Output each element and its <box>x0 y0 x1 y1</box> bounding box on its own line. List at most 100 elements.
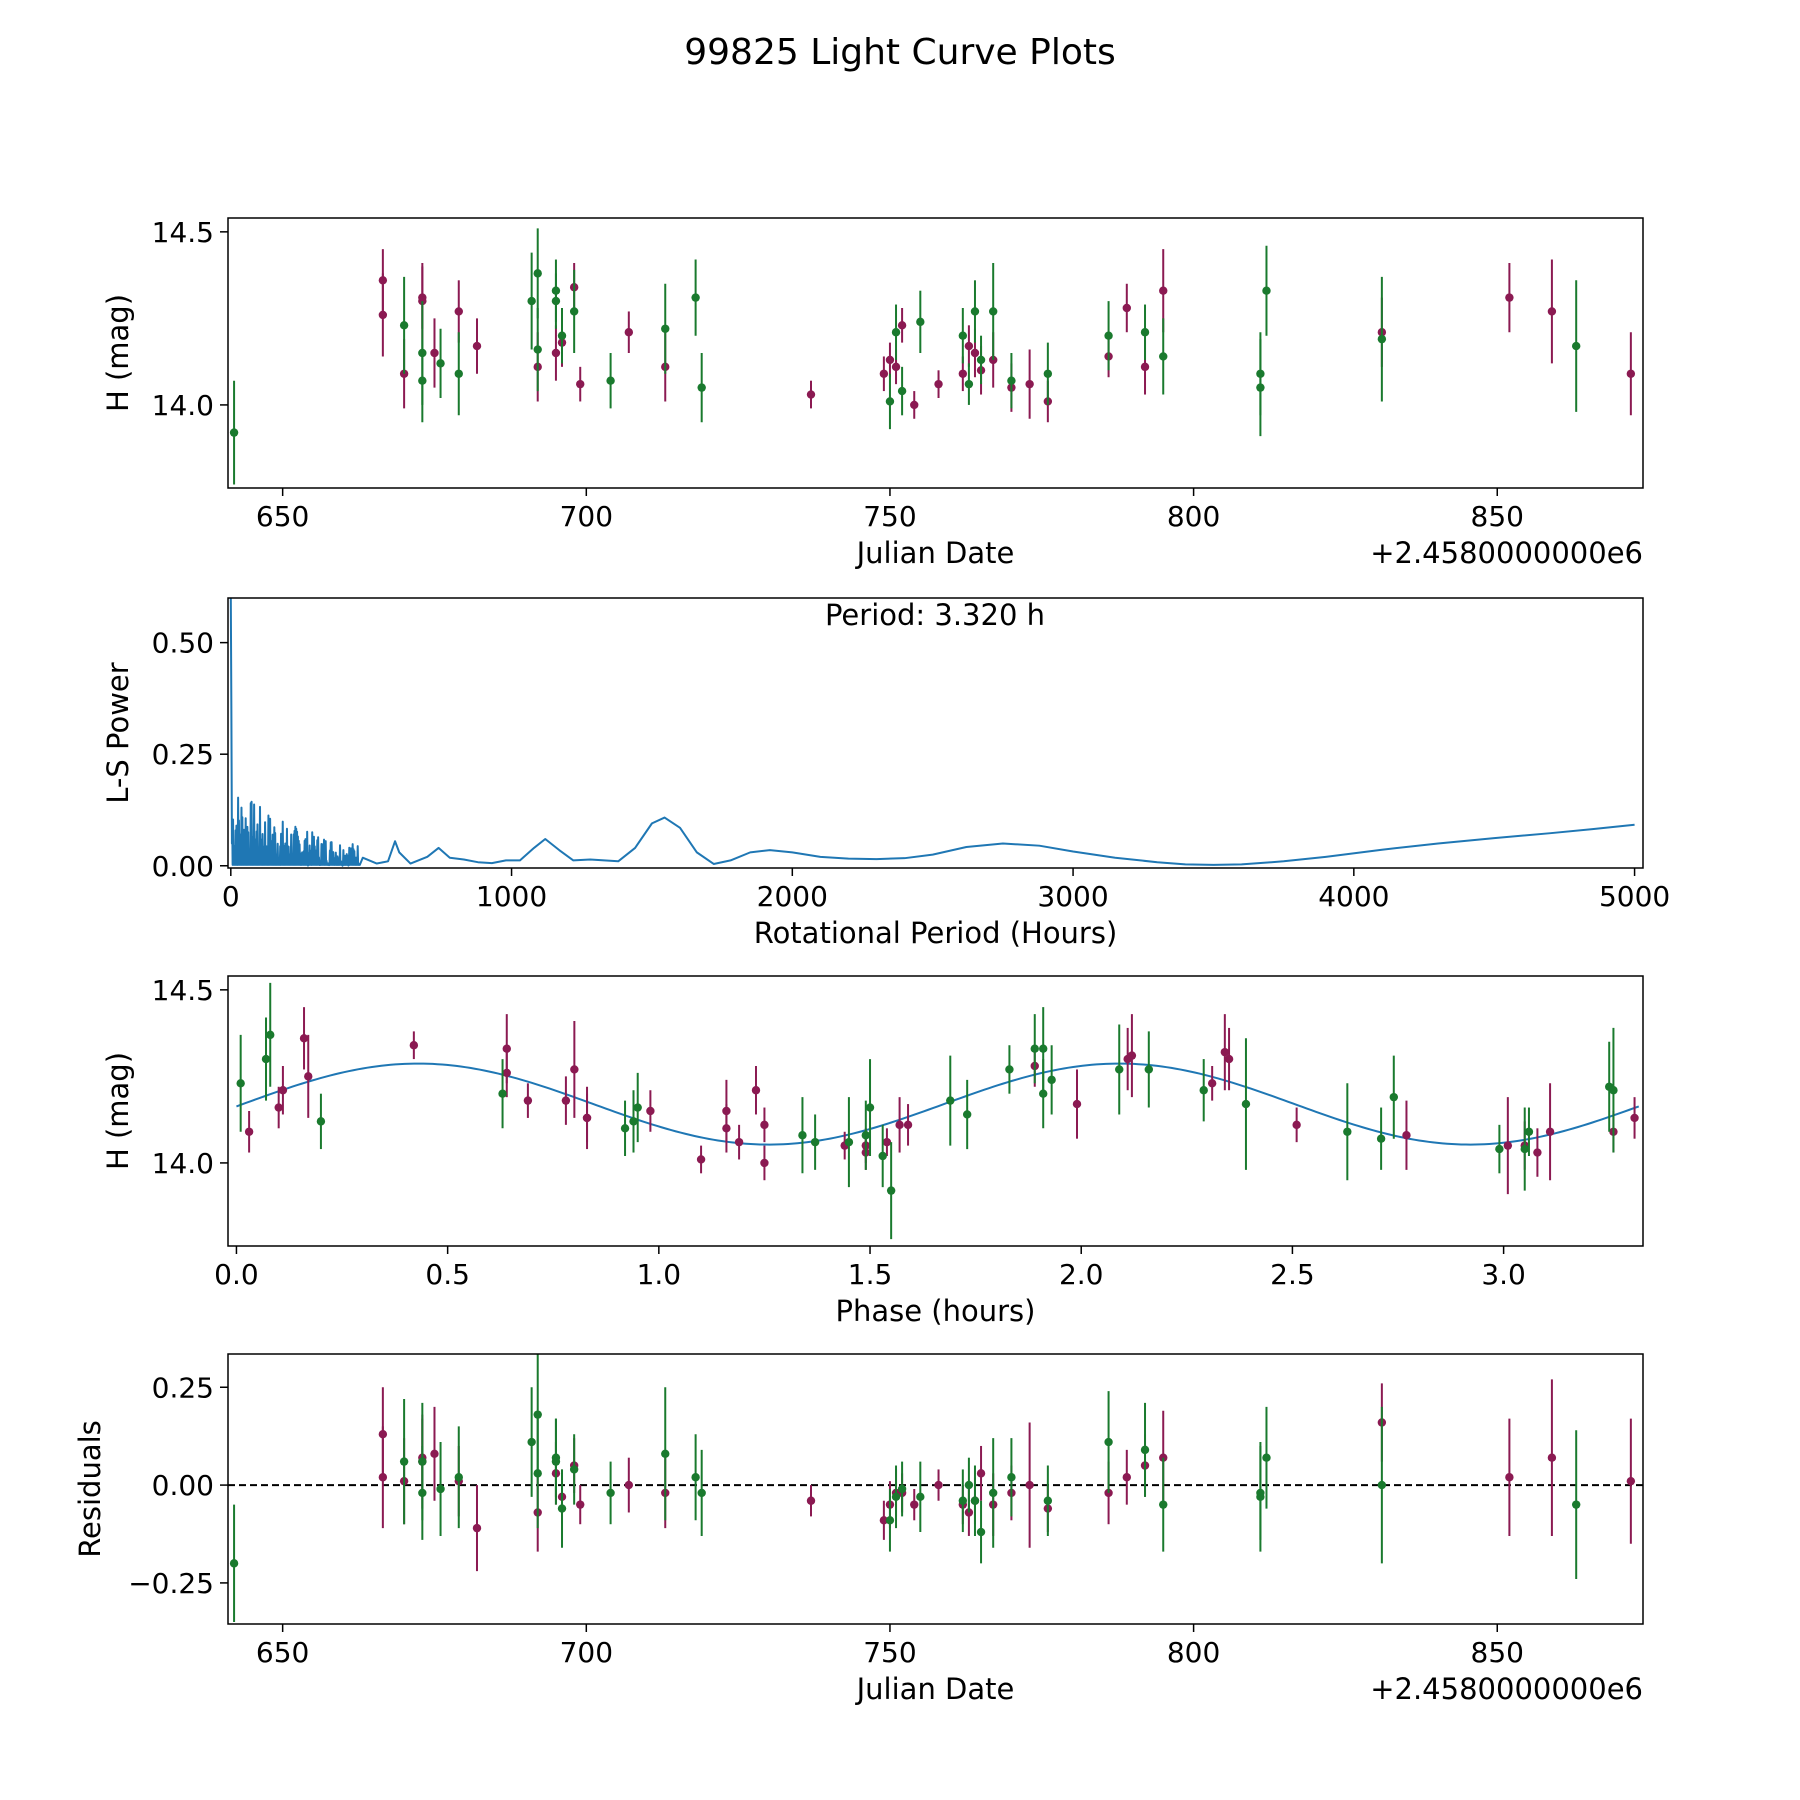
lightcurve-data-point <box>229 428 239 437</box>
phased-data-point <box>1630 1113 1639 1123</box>
phased-data-point <box>1495 1144 1504 1154</box>
lightcurve-data-point <box>891 362 901 372</box>
lightcurve-data-point <box>454 307 463 316</box>
lightcurve-data-point <box>1159 352 1168 361</box>
lightcurve-data-point <box>806 390 816 399</box>
residuals-data-point <box>1007 1473 1016 1482</box>
lightcurve-ylabel: H (mag) <box>101 294 135 412</box>
lightcurve-data-point <box>1140 328 1150 337</box>
lightcurve-plot-area <box>229 228 1636 485</box>
lightcurve-data-point <box>1377 334 1387 344</box>
lightcurve-data-point <box>436 359 445 368</box>
lightcurve-data-point <box>454 369 463 378</box>
residuals-data-point <box>1262 1453 1271 1462</box>
residuals-xtick-label: 800 <box>1167 1636 1220 1669</box>
residuals-data-point <box>533 1410 542 1419</box>
residuals-data-point <box>551 1457 561 1466</box>
lightcurve-data-point <box>533 345 542 354</box>
lightcurve-offset-text: +2.4580000000e6 <box>1370 536 1643 570</box>
lightcurve-data-point <box>1571 341 1581 351</box>
lightcurve-data-point <box>551 348 561 358</box>
phased-xtick-label: 3.0 <box>1481 1258 1526 1291</box>
phased-data-point <box>810 1137 820 1147</box>
lightcurve-data-point <box>624 328 634 337</box>
lightcurve-data-point <box>1626 369 1636 378</box>
periodogram-xtick-label: 1000 <box>476 880 547 913</box>
lightcurve-data-point <box>988 307 998 316</box>
phased-data-point <box>1609 1086 1618 1095</box>
residuals-data-point <box>606 1488 615 1498</box>
residuals-panel: 650 700 750 800 850 −0.25 0.00 0.25 Julian Date R… <box>73 1353 1644 1706</box>
residuals-series-band-a <box>378 1379 1636 1572</box>
phased-series-band-b <box>236 982 1618 1240</box>
phased-data-point <box>760 1158 769 1168</box>
phased-data-point <box>882 1137 892 1147</box>
lightcurve-data-point <box>527 296 536 306</box>
residuals-data-point <box>976 1469 986 1478</box>
residuals-ytick-label: −0.25 <box>128 1567 214 1600</box>
lightcurve-data-point <box>970 307 980 316</box>
phased-data-point <box>1047 1075 1056 1085</box>
residuals-plot-area <box>228 1354 1643 1623</box>
residuals-data-point <box>1547 1453 1557 1462</box>
phased-data-point <box>1207 1079 1217 1088</box>
periodogram-ytick-label: 0.00 <box>152 850 214 883</box>
lightcurve-xtick-label: 750 <box>863 500 916 533</box>
residuals-data-point <box>533 1469 542 1478</box>
residuals-data-point <box>879 1516 889 1525</box>
phased-data-point <box>1030 1044 1039 1053</box>
residuals-data-point <box>378 1473 388 1482</box>
phased-data-point <box>696 1155 706 1164</box>
phased-data-point <box>633 1103 642 1112</box>
periodogram-ylabel: L-S Power <box>101 662 135 803</box>
lightcurve-data-point <box>1256 369 1265 378</box>
lightcurve-data-point <box>1104 331 1113 340</box>
residuals-data-point <box>229 1559 239 1568</box>
residuals-data-point <box>1505 1473 1514 1482</box>
periodogram-annotation: Period: 3.320 h <box>825 598 1045 632</box>
residuals-data-point <box>1159 1500 1168 1509</box>
residuals-data-point <box>964 1480 974 1490</box>
periodogram-panel: 0 1000 2000 3000 4000 5000 0.00 0.25 0.50 Rotatio… <box>101 597 1670 950</box>
phased-model-curve <box>236 1062 1640 1146</box>
phased-data-point <box>1127 1051 1137 1060</box>
phased-data-point <box>1144 1065 1154 1074</box>
lightcurve-data-point <box>1140 362 1150 372</box>
phased-data-point <box>946 1096 955 1105</box>
lightcurve-ytick-label: 14.0 <box>152 389 214 422</box>
residuals-data-point <box>691 1473 700 1482</box>
phased-ytick-label: 14.5 <box>152 974 214 1007</box>
phased-xtick-label: 1.5 <box>848 1258 893 1291</box>
residuals-data-point <box>399 1457 409 1466</box>
lightcurve-xtick-label: 650 <box>256 500 309 533</box>
residuals-xtick-label: 750 <box>863 1636 916 1669</box>
phased-data-point <box>844 1137 854 1147</box>
residuals-data-point <box>958 1496 968 1505</box>
lightcurve-data-point <box>1547 307 1557 316</box>
lightcurve-data-point <box>910 400 919 410</box>
phased-data-point <box>1503 1141 1513 1150</box>
phased-data-point <box>1524 1127 1534 1136</box>
residuals-data-point <box>1043 1496 1053 1505</box>
phased-data-point <box>962 1110 972 1119</box>
lightcurve-data-point <box>970 348 980 358</box>
periodogram-xtick-label: 3000 <box>1037 880 1108 913</box>
lightcurve-data-point <box>576 379 585 389</box>
lightcurve-data-point <box>897 321 907 330</box>
lightcurve-xlabel: Julian Date <box>855 536 1015 570</box>
residuals-data-point <box>569 1465 579 1474</box>
lightcurve-data-point <box>916 317 925 327</box>
phased-data-point <box>646 1106 655 1116</box>
phased-series-band-a <box>244 1007 1639 1195</box>
phased-data-point <box>498 1089 507 1098</box>
residuals-data-point <box>891 1492 901 1502</box>
phased-data-point <box>798 1131 807 1140</box>
lightcurve-panel: 650 700 750 800 850 14.0 14.5 Julian Date H (mag… <box>101 216 1644 570</box>
residuals-series-band-b <box>229 1354 1581 1623</box>
phased-data-point <box>722 1124 731 1133</box>
lightcurve-data-point <box>1159 286 1168 295</box>
phased-data-point <box>261 1054 271 1064</box>
periodogram-ytick-label: 0.25 <box>152 738 214 771</box>
residuals-ylabel: Residuals <box>73 1420 107 1558</box>
